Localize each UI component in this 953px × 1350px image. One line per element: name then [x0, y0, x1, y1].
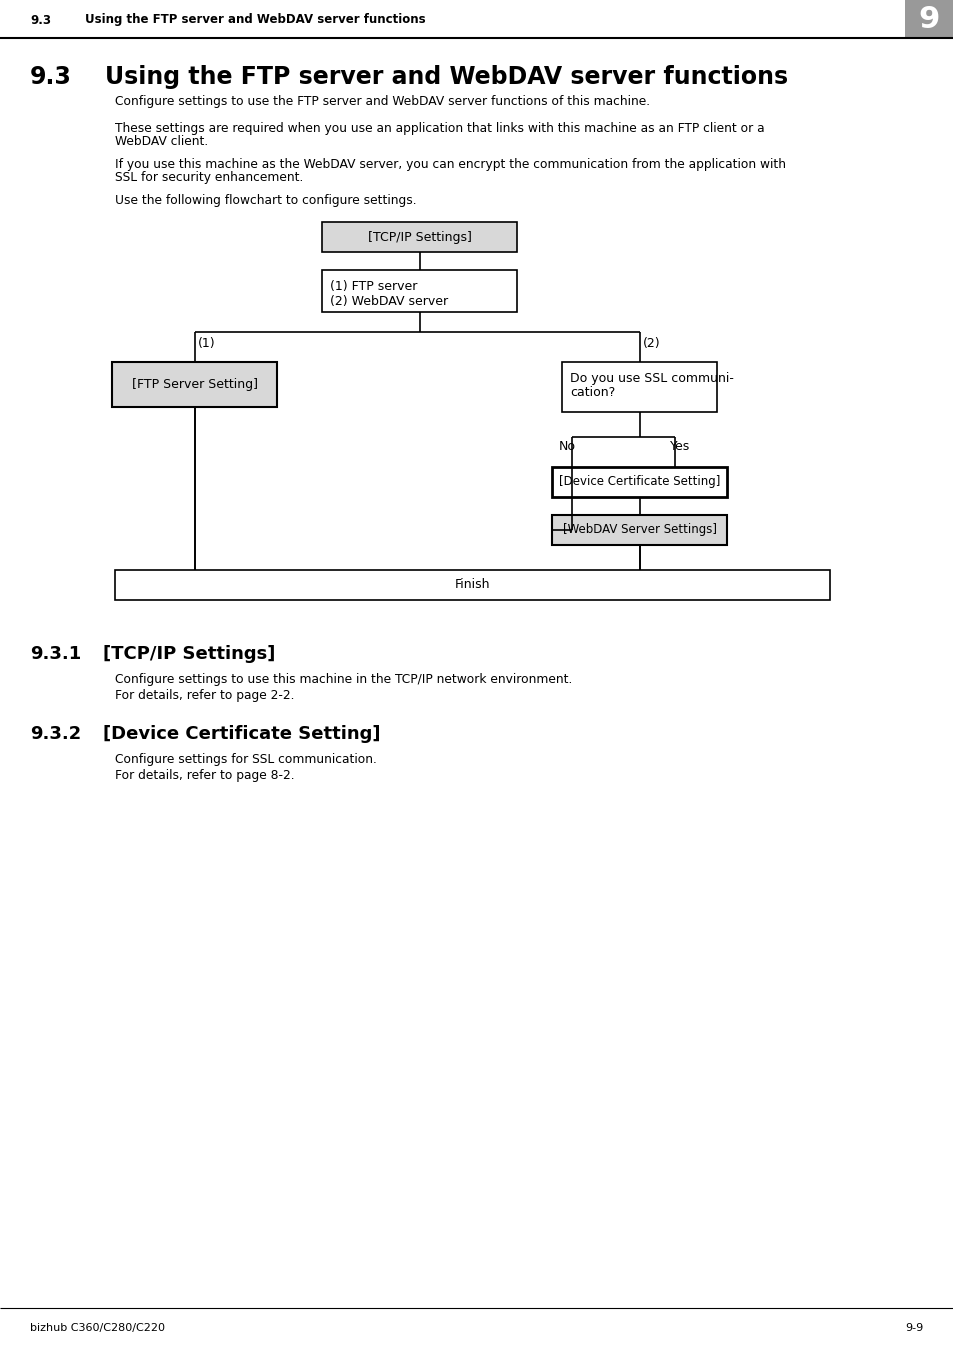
Text: Do you use SSL communi-: Do you use SSL communi- — [570, 373, 734, 385]
Bar — [115, 570, 829, 599]
Text: 9: 9 — [918, 4, 939, 34]
Text: [Device Certificate Setting]: [Device Certificate Setting] — [558, 475, 720, 489]
Text: 9.3: 9.3 — [30, 65, 71, 89]
Text: Configure settings to use the FTP server and WebDAV server functions of this mac: Configure settings to use the FTP server… — [115, 95, 649, 108]
Text: For details, refer to page 2-2.: For details, refer to page 2-2. — [115, 688, 294, 702]
Text: [WebDAV Server Settings]: [WebDAV Server Settings] — [562, 524, 717, 536]
Text: [TCP/IP Settings]: [TCP/IP Settings] — [103, 645, 275, 663]
Bar — [562, 362, 717, 412]
Text: Using the FTP server and WebDAV server functions: Using the FTP server and WebDAV server f… — [105, 65, 787, 89]
Text: WebDAV client.: WebDAV client. — [115, 135, 208, 148]
Text: [FTP Server Setting]: [FTP Server Setting] — [132, 378, 257, 392]
Text: (2) WebDAV server: (2) WebDAV server — [330, 296, 448, 308]
Bar — [552, 467, 727, 497]
Text: These settings are required when you use an application that links with this mac: These settings are required when you use… — [115, 122, 763, 135]
Text: Configure settings for SSL communication.: Configure settings for SSL communication… — [115, 753, 376, 765]
Text: 9.3.1: 9.3.1 — [30, 645, 81, 663]
Text: (1) FTP server: (1) FTP server — [330, 279, 417, 293]
Text: cation?: cation? — [570, 386, 615, 400]
Text: If you use this machine as the WebDAV server, you can encrypt the communication : If you use this machine as the WebDAV se… — [115, 158, 785, 171]
Text: SSL for security enhancement.: SSL for security enhancement. — [115, 171, 303, 184]
Text: Yes: Yes — [669, 440, 689, 454]
Text: Configure settings to use this machine in the TCP/IP network environment.: Configure settings to use this machine i… — [115, 674, 572, 686]
Text: [Device Certificate Setting]: [Device Certificate Setting] — [103, 725, 380, 743]
Text: [TCP/IP Settings]: [TCP/IP Settings] — [368, 231, 472, 243]
Text: (1): (1) — [198, 338, 215, 350]
Text: (2): (2) — [642, 338, 659, 350]
Bar — [322, 221, 517, 252]
Text: Finish: Finish — [455, 579, 490, 591]
Text: 9.3.2: 9.3.2 — [30, 725, 81, 743]
Text: For details, refer to page 8-2.: For details, refer to page 8-2. — [115, 769, 294, 782]
Text: 9.3: 9.3 — [30, 14, 51, 27]
Bar — [322, 270, 517, 312]
Bar — [552, 514, 727, 545]
Bar — [112, 362, 277, 406]
Text: bizhub C360/C280/C220: bizhub C360/C280/C220 — [30, 1323, 165, 1332]
Text: 9-9: 9-9 — [904, 1323, 923, 1332]
Text: Use the following flowchart to configure settings.: Use the following flowchart to configure… — [115, 194, 416, 207]
Text: Using the FTP server and WebDAV server functions: Using the FTP server and WebDAV server f… — [85, 14, 425, 27]
Text: No: No — [558, 440, 575, 454]
Bar — [904, 0, 953, 36]
